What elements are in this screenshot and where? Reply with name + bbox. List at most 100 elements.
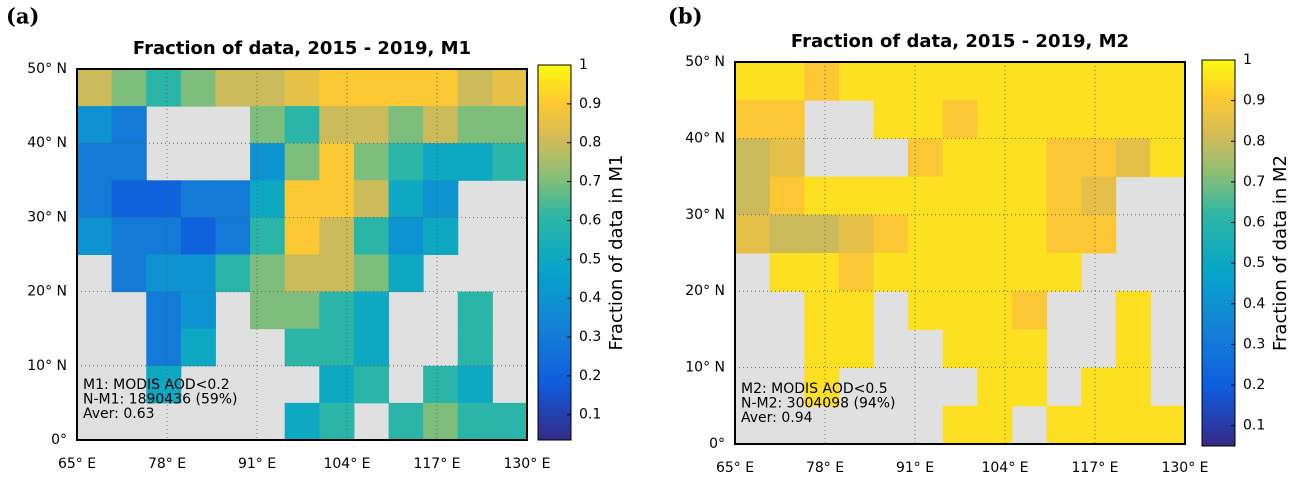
data-cell: [492, 69, 528, 107]
x-tick-label: 65° E: [58, 456, 96, 472]
data-cell: [804, 329, 840, 369]
data-cell: [1115, 329, 1151, 369]
data-cell: [146, 254, 182, 293]
y-tick-label: 50° N: [685, 54, 725, 70]
data-cell: [353, 365, 390, 404]
data-cell: [1081, 176, 1117, 216]
data-cell: [353, 69, 390, 107]
data-cell: [457, 402, 493, 441]
colorbar-tick-label: 0.1: [1243, 418, 1265, 434]
data-cell: [1081, 214, 1117, 254]
data-cell: [319, 291, 355, 330]
colorbar-tick-label: 0.9: [579, 96, 601, 112]
data-cell: [284, 217, 320, 255]
data-cell: [908, 291, 944, 330]
data-cell: [942, 253, 978, 292]
annotation: Aver: 0.94: [741, 410, 813, 426]
data-cell: [1081, 100, 1117, 139]
data-cell: [388, 106, 424, 144]
colorbar-tick-label: 0.5: [1243, 255, 1265, 271]
chart-title: Fraction of data, 2015 - 2019, M1: [133, 38, 471, 59]
data-cell: [77, 69, 113, 107]
colorbar-tick-label: 0.5: [579, 251, 601, 267]
colorbar-tick-label: 0.3: [579, 329, 601, 345]
data-cell: [942, 100, 978, 139]
colorbar-tick-label: 0.4: [1243, 296, 1265, 312]
data-cell: [804, 291, 840, 330]
data-cell: [250, 106, 286, 144]
annotation: N-M1: 1890436 (59%): [83, 392, 238, 408]
data-cell: [284, 69, 320, 107]
data-cell: [250, 180, 286, 218]
data-cell: [77, 106, 113, 144]
data-cell: [1046, 405, 1082, 445]
data-cell: [180, 217, 216, 255]
annotation: M2: MODIS AOD<0.5: [741, 381, 888, 397]
data-cell: [250, 254, 286, 293]
data-cell: [1115, 138, 1151, 178]
data-cell: [942, 138, 978, 178]
data-cell: [284, 143, 320, 181]
data-cell: [1011, 176, 1048, 216]
data-cell: [838, 291, 874, 330]
data-cell: [250, 143, 286, 181]
colorbar-tick-label: 0.8: [1243, 133, 1265, 149]
data-cell: [977, 367, 1013, 407]
data-cell: [804, 214, 840, 254]
y-tick-label: 10° N: [27, 358, 67, 374]
data-cell: [250, 217, 286, 255]
data-cell: [111, 217, 147, 255]
data-cell: [180, 180, 216, 218]
data-cell: [1046, 253, 1082, 292]
data-cell: [977, 291, 1013, 330]
colorbar-tick-label: 0.6: [579, 212, 601, 228]
data-cell: [284, 180, 320, 218]
data-cell: [457, 69, 493, 107]
data-cell: [146, 217, 182, 255]
data-cell: [388, 402, 424, 441]
x-tick-label: 91° E: [238, 456, 276, 472]
data-cell: [319, 106, 355, 144]
data-cell: [319, 217, 355, 255]
data-cell: [319, 69, 355, 107]
data-cell: [1011, 329, 1048, 369]
data-cell: [1150, 138, 1186, 178]
data-cell: [1081, 367, 1117, 407]
data-cell: [735, 62, 771, 101]
data-cell: [146, 328, 182, 367]
y-tick-label: 20° N: [685, 283, 725, 299]
colorbar-tick-label: 0.2: [579, 368, 601, 384]
x-tick-label: 130° E: [503, 456, 550, 472]
data-cell: [838, 62, 874, 101]
x-tick-label: 78° E: [148, 456, 186, 472]
data-cell: [873, 176, 909, 216]
data-cell: [942, 405, 978, 445]
data-cell: [769, 214, 805, 254]
data-cell: [1150, 405, 1186, 445]
data-cell: [838, 214, 874, 254]
y-tick-label: 20° N: [27, 284, 67, 300]
data-cell: [1115, 62, 1151, 101]
data-cell: [769, 138, 805, 178]
y-tick-label: 30° N: [685, 207, 725, 223]
data-cell: [492, 143, 528, 181]
data-cell: [319, 143, 355, 181]
y-tick-label: 30° N: [27, 209, 67, 225]
data-cell: [423, 365, 459, 404]
data-cell: [457, 291, 493, 330]
data-cell: [180, 291, 216, 330]
data-cell: [146, 291, 182, 330]
data-cell: [1081, 62, 1117, 101]
data-cell: [1046, 138, 1082, 178]
data-cell: [838, 176, 874, 216]
data-cell: [873, 214, 909, 254]
data-cell: [1011, 367, 1048, 407]
colorbar-tick-label: 0.6: [1243, 215, 1265, 231]
panel-label: (a): [6, 4, 39, 29]
data-cell: [1150, 100, 1186, 139]
data-cell: [1081, 138, 1117, 178]
data-cell: [769, 176, 805, 216]
data-cell: [423, 402, 459, 441]
data-cell: [319, 254, 355, 293]
annotation: N-M2: 3004098 (94%): [741, 396, 896, 412]
